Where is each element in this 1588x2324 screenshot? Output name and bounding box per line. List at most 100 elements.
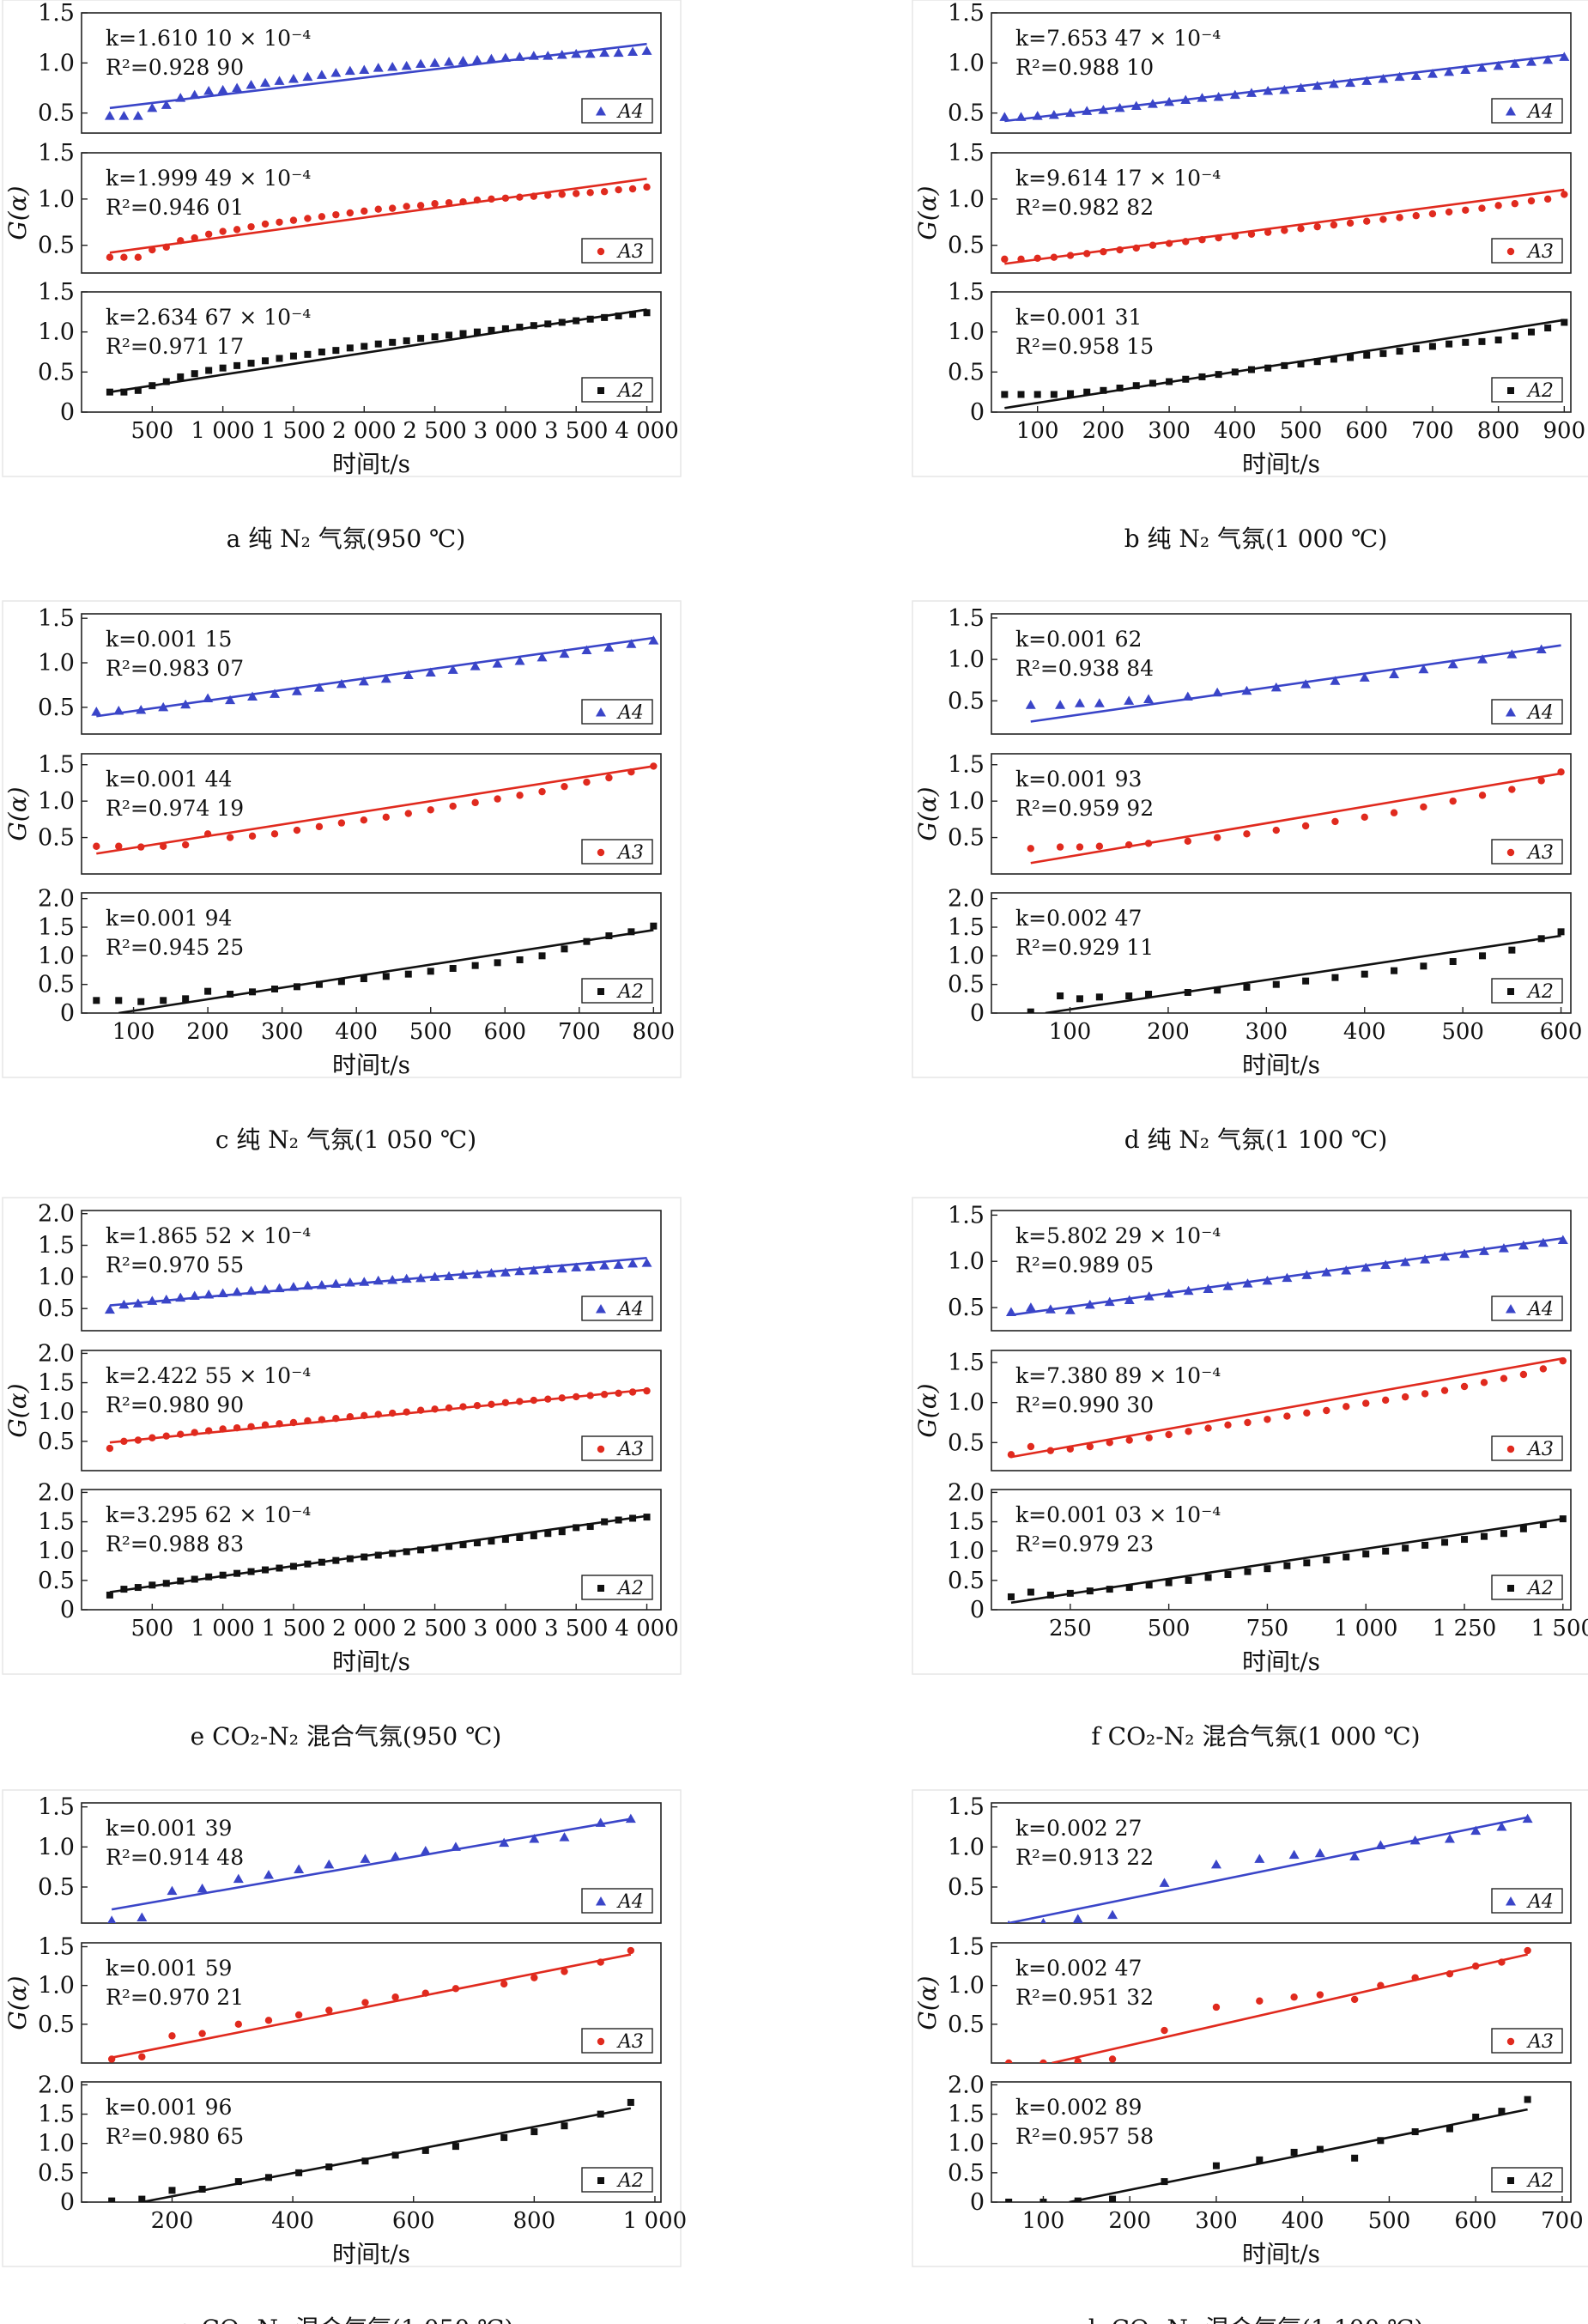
data-point-A3 [421,1989,429,1997]
x-tick-label: 1 000 [191,1616,254,1641]
data-point-A4 [232,1287,243,1296]
x-tick-label: 800 [1477,418,1520,444]
x-tick-label: 600 [1454,2208,1497,2234]
y-tick-label: 0.5 [38,972,75,998]
data-point-A3 [162,243,170,252]
data-point-A4 [147,102,158,112]
data-point-A4 [147,1295,158,1305]
y-tick-label: 0.5 [38,1874,75,1901]
data-point-A4 [1314,1848,1325,1858]
data-point-A3 [337,819,346,827]
legend-box [581,377,653,403]
data-point-A2 [561,945,568,953]
data-point-A4 [499,1837,510,1848]
plot-frame [991,1210,1572,1332]
data-point-A2 [1256,2156,1264,2163]
x-tick-label: 500 [1148,1616,1191,1641]
plot-area [104,42,652,120]
data-point-A3 [1449,797,1457,805]
data-point-A3 [1033,254,1041,262]
data-point-A2 [627,2098,634,2106]
data-point-A2 [421,2146,429,2154]
data-point-A4 [1378,74,1389,83]
data-point-A2 [1204,1574,1212,1581]
y-tick-label: 0.5 [38,1568,75,1594]
data-point-A4 [1470,1825,1482,1836]
plot-frame [81,1489,662,1611]
y-tick-label: 0.5 [948,688,985,714]
data-point-A4 [1394,71,1405,82]
data-point-A2 [271,986,278,992]
data-point-A3 [403,1408,410,1416]
data-point-A3 [403,203,410,210]
subplot-A3: 0.5 1.0 1.5 k=0.002 47 R²=0.951 32 A3 [948,1934,1572,2064]
legend-marker [1507,2177,1514,2184]
data-point-A3 [1498,1958,1506,1966]
data-point-A4 [401,1273,412,1283]
data-point-A2 [1125,992,1133,999]
data-point-A3 [120,1437,128,1446]
legend-marker [1506,848,1515,857]
data-point-A3 [1050,253,1058,261]
data-point-A3 [573,190,580,197]
y-tick-label: 1.0 [38,1399,75,1426]
data-point-A2 [1508,946,1516,954]
panel-frame [912,1197,1588,1675]
data-point-A2 [1264,364,1272,372]
data-point-A2 [473,1539,481,1547]
data-point-A2 [1145,991,1153,998]
data-point-A3 [264,2017,273,2024]
data-point-A2 [488,1538,495,1545]
legend-box [1491,699,1563,725]
r2-value: R²=0.959 92 [1015,796,1154,821]
data-point-A2 [1272,980,1280,988]
r2-value: R²=0.957 58 [1015,2124,1154,2149]
data-point-A2 [1017,391,1025,398]
data-point-A3 [1144,840,1153,847]
data-point-A2 [1377,2137,1385,2145]
data-point-A2 [1083,388,1091,396]
y-tick-label: 0.5 [38,2012,75,2038]
data-point-A3 [628,185,637,193]
plot-area [1007,1515,1567,1605]
data-point-A2 [346,344,354,352]
legend-marker [1507,988,1514,995]
data-point-A3 [1145,1434,1153,1441]
y-tick-label: 0.5 [948,825,985,852]
data-point-A4 [599,1260,610,1270]
data-point-A3 [276,1420,283,1428]
data-point-A3 [1537,777,1545,785]
data-point-A2 [115,997,123,1004]
data-point-A2 [1539,1520,1547,1528]
data-point-A3 [516,792,524,799]
data-point-A3 [1056,843,1064,851]
data-point-A4 [1147,99,1158,108]
y-tick-label: 1.0 [38,2131,75,2157]
data-point-A3 [1066,252,1075,259]
legend-label: A2 [616,380,644,402]
plot-frame [991,291,1572,413]
x-tick-label: 300 [261,1019,304,1045]
caption: h CO₂-N₂ 混合气氛(1 100 ℃) [1088,2315,1424,2324]
data-point-A3 [544,1395,552,1403]
y-tick-label: 1.5 [948,140,985,167]
y-axis-label: G(α) [3,1975,32,2030]
legend-box [581,1295,653,1321]
data-point-A2 [1446,2125,1453,2133]
y-tick-label: 0 [60,1000,75,1027]
data-point-A2 [177,1577,185,1585]
data-point-A3 [304,215,312,222]
k-value: k=0.001 03 × 10⁻⁴ [1015,1502,1221,1527]
data-point-A4 [232,82,243,92]
data-point-A4 [641,1258,652,1267]
data-point-A2 [605,932,613,939]
legend-label: A3 [616,241,644,263]
k-value: k=9.614 17 × 10⁻⁴ [1015,166,1221,191]
x-tick-label: 400 [1214,418,1257,444]
caption: e CO₂-N₂ 混合气氛(950 ℃) [191,1722,502,1751]
subplot-A2: 0 0.5 1.01.5 2.0 k=3.295 62 × 10⁻⁴ R²=0.988 8… [38,1479,662,1623]
data-point-A2 [544,1530,552,1538]
data-point-A2 [1302,977,1310,985]
data-point-A4 [263,1870,274,1879]
legend-marker [596,1304,606,1314]
